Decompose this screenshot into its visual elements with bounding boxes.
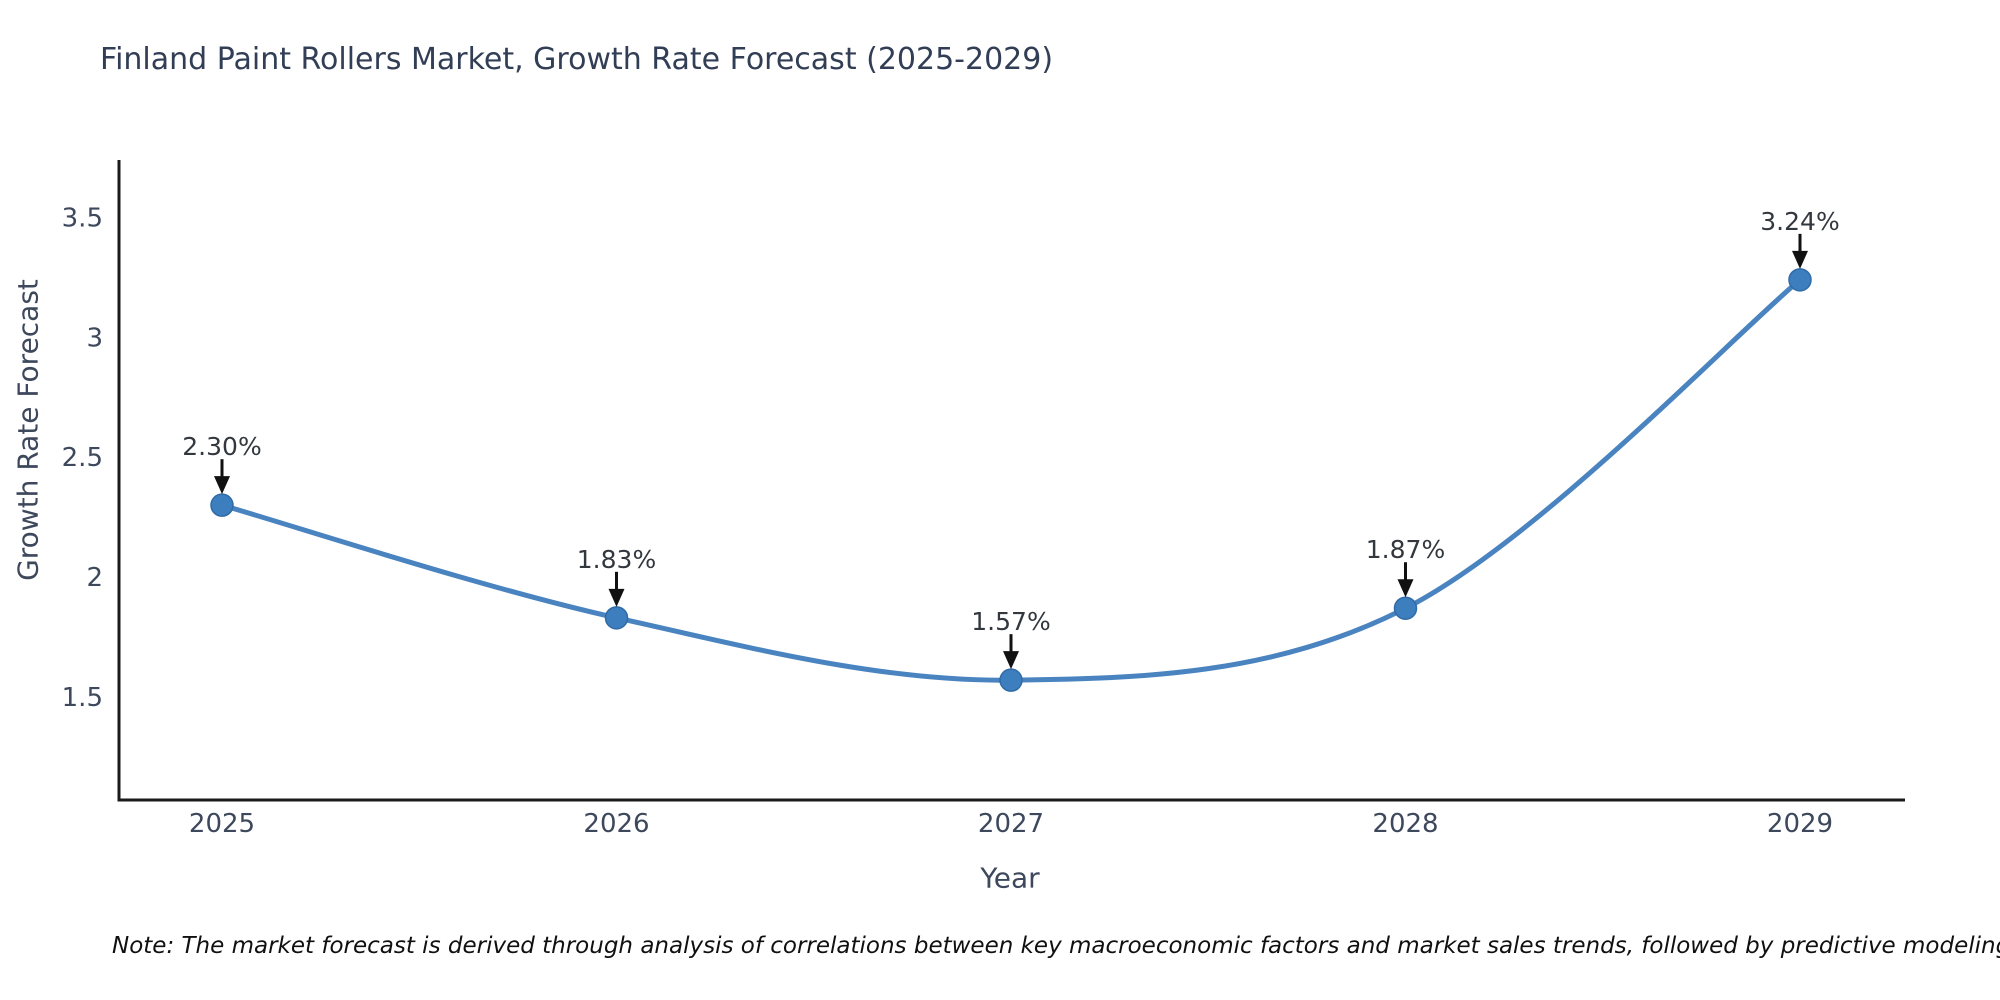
chart-title: Finland Paint Rollers Market, Growth Rat…: [100, 42, 1054, 77]
data-point-marker: [604, 606, 629, 630]
data-point-label: 2.30%: [182, 432, 261, 461]
x-tick-label: 2025: [189, 809, 255, 839]
data-point-marker: [1788, 268, 1812, 292]
data-point-marker: [1393, 596, 1418, 620]
x-tick-label: 2027: [978, 809, 1044, 839]
y-axis-label: Growth Rate Forecast: [11, 279, 45, 581]
y-tick-label: 3: [86, 323, 103, 353]
footnote: Note: The market forecast is derived thr…: [112, 933, 2000, 959]
annotation-arrow-head: [608, 588, 625, 607]
y-tick-label: 3.5: [62, 204, 103, 234]
data-point-label: 1.57%: [971, 607, 1050, 636]
x-tick-label: 2028: [1372, 809, 1438, 839]
data-point-marker: [999, 668, 1023, 692]
axis-spines: [117, 160, 1905, 802]
x-tick-label: 2029: [1767, 809, 1833, 839]
annotation-arrow-head: [214, 476, 230, 495]
annotation-arrow-head: [1792, 250, 1808, 269]
y-tick-label: 1.5: [62, 683, 103, 713]
y-tick-label: 2: [86, 563, 103, 593]
data-point-label: 1.83%: [577, 545, 656, 574]
data-point-marker: [210, 493, 234, 517]
data-point-label: 3.24%: [1760, 207, 1839, 236]
x-tick-label: 2026: [583, 809, 649, 839]
x-axis-label: Year: [980, 861, 1040, 895]
annotation-arrow-head: [1397, 579, 1414, 598]
data-point-label: 1.87%: [1366, 535, 1445, 564]
y-tick-label: 2.5: [62, 443, 103, 473]
annotation-arrow-head: [1003, 651, 1019, 670]
